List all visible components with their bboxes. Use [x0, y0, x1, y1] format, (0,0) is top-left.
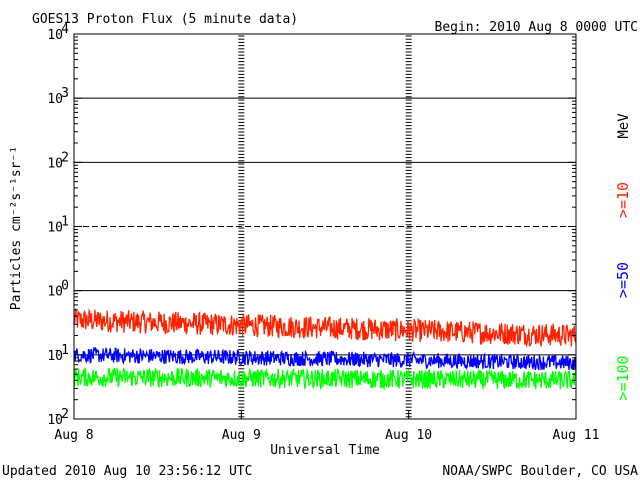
legend: >=10 >=50 >=100 MeV — [614, 113, 632, 401]
x-axis-label: Universal Time — [270, 443, 380, 458]
y-tick-label-3: 10 — [47, 221, 63, 236]
y-tick-label-0: 10 — [47, 413, 63, 428]
legend-entry-0: >=10 — [614, 182, 632, 218]
legend-unit-label: MeV — [616, 113, 632, 139]
y-tick-exp-0: -2 — [53, 407, 69, 422]
x-tick-label-3: Aug 11 — [553, 428, 600, 443]
series-line-2 — [74, 366, 576, 391]
legend-entry-1: >=50 — [614, 262, 632, 298]
x-axis: Aug 8 Aug 9 Aug 10 Aug 11 — [54, 411, 599, 443]
footer-credit: NOAA/SWPC Boulder, CO USA — [442, 464, 638, 479]
y-tick-label-4: 10 — [47, 156, 63, 171]
y-tick-label-5: 10 — [47, 92, 63, 107]
legend-entry-2: >=100 — [614, 355, 632, 400]
series-line-1 — [74, 347, 576, 371]
begin-label: Begin: 2010 Aug 8 0000 UTC — [435, 20, 639, 35]
series-layer — [74, 308, 576, 391]
y-tick-exp-5: 3 — [61, 86, 69, 101]
y-tick-exp-1: -1 — [53, 343, 69, 358]
y-tick-exp-3: 1 — [61, 215, 69, 230]
x-tick-label-2: Aug 10 — [385, 428, 432, 443]
footer-updated: Updated 2010 Aug 10 23:56:12 UTC — [2, 464, 252, 479]
y-tick-label-1: 10 — [47, 349, 63, 364]
x-tick-label-1: Aug 9 — [222, 428, 261, 443]
series-line-0 — [74, 308, 576, 348]
y-tick-exp-6: 4 — [61, 22, 69, 37]
y-tick-label-2: 10 — [47, 285, 63, 300]
day-marker-2 — [405, 35, 412, 418]
x-tick-label-0: Aug 8 — [54, 428, 93, 443]
chart-title: GOES13 Proton Flux (5 minute data) — [32, 12, 298, 27]
y-tick-label-6: 10 — [47, 28, 63, 43]
y-tick-exp-2: 0 — [61, 279, 69, 294]
y-tick-exp-4: 2 — [61, 150, 69, 165]
y-axis-label: Particles cm⁻²s⁻¹sr⁻¹ — [9, 146, 24, 310]
